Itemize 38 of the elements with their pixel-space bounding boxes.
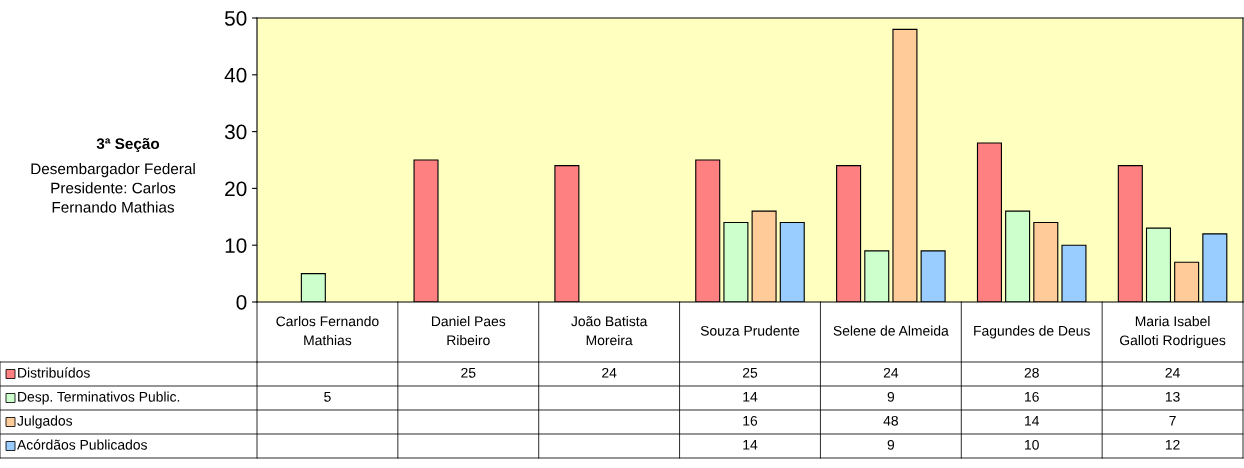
x-tick-label: Fagundes de Deus: [974, 325, 1090, 339]
legend-label: Desp. Terminativos Public.: [18, 391, 180, 405]
y-tick-label: 20: [225, 181, 247, 197]
data-label: 5: [324, 392, 331, 402]
data-label: 25: [461, 367, 476, 378]
legend-label: Distribuídos: [18, 367, 90, 378]
data-label: 48: [883, 415, 898, 426]
data-label: 12: [1165, 439, 1180, 450]
data-label: 10: [1025, 439, 1039, 450]
data-label: 16: [1025, 391, 1039, 402]
data-label: 16: [743, 415, 758, 426]
data-label: 25: [742, 367, 758, 378]
x-tick-label: João Batista Moreira: [571, 316, 648, 346]
data-label: 24: [1165, 367, 1180, 378]
y-tick-label: 0: [236, 295, 247, 310]
data-label: 24: [602, 367, 617, 378]
legend-label: Acórdãos Publicados: [17, 439, 147, 450]
y-tick-label: 40: [224, 67, 247, 83]
x-tick-label: Carlos Fernando Mathias: [276, 316, 379, 346]
data-label: 14: [1025, 416, 1040, 426]
data-label: 9: [887, 439, 895, 450]
y-tick-label: 10: [225, 238, 247, 253]
data-label: 7: [1169, 416, 1176, 426]
data-label: 9: [887, 391, 895, 402]
data-label: 24: [883, 367, 899, 378]
text: 3ª Seção: [96, 137, 160, 153]
data-label: 14: [743, 392, 758, 402]
data-label: 14: [743, 440, 758, 450]
y-tick-label: 30: [224, 124, 247, 140]
x-tick-label: Selene de Almeida: [833, 325, 949, 336]
x-tick-label: Souza Prudente: [700, 325, 800, 336]
data-label: 28: [1024, 367, 1039, 378]
x-tick-label: Maria Isabel Galloti Rodrigues: [1120, 316, 1226, 348]
legend-label: Julgados: [17, 415, 73, 429]
y-tick-label: 50: [224, 11, 247, 26]
data-label: 13: [1165, 391, 1180, 402]
text: Desembargador Federal Presidente: Carlos Fernando Mathias: [31, 163, 195, 213]
x-tick-label: Daniel Paes Ribeiro: [431, 316, 506, 346]
